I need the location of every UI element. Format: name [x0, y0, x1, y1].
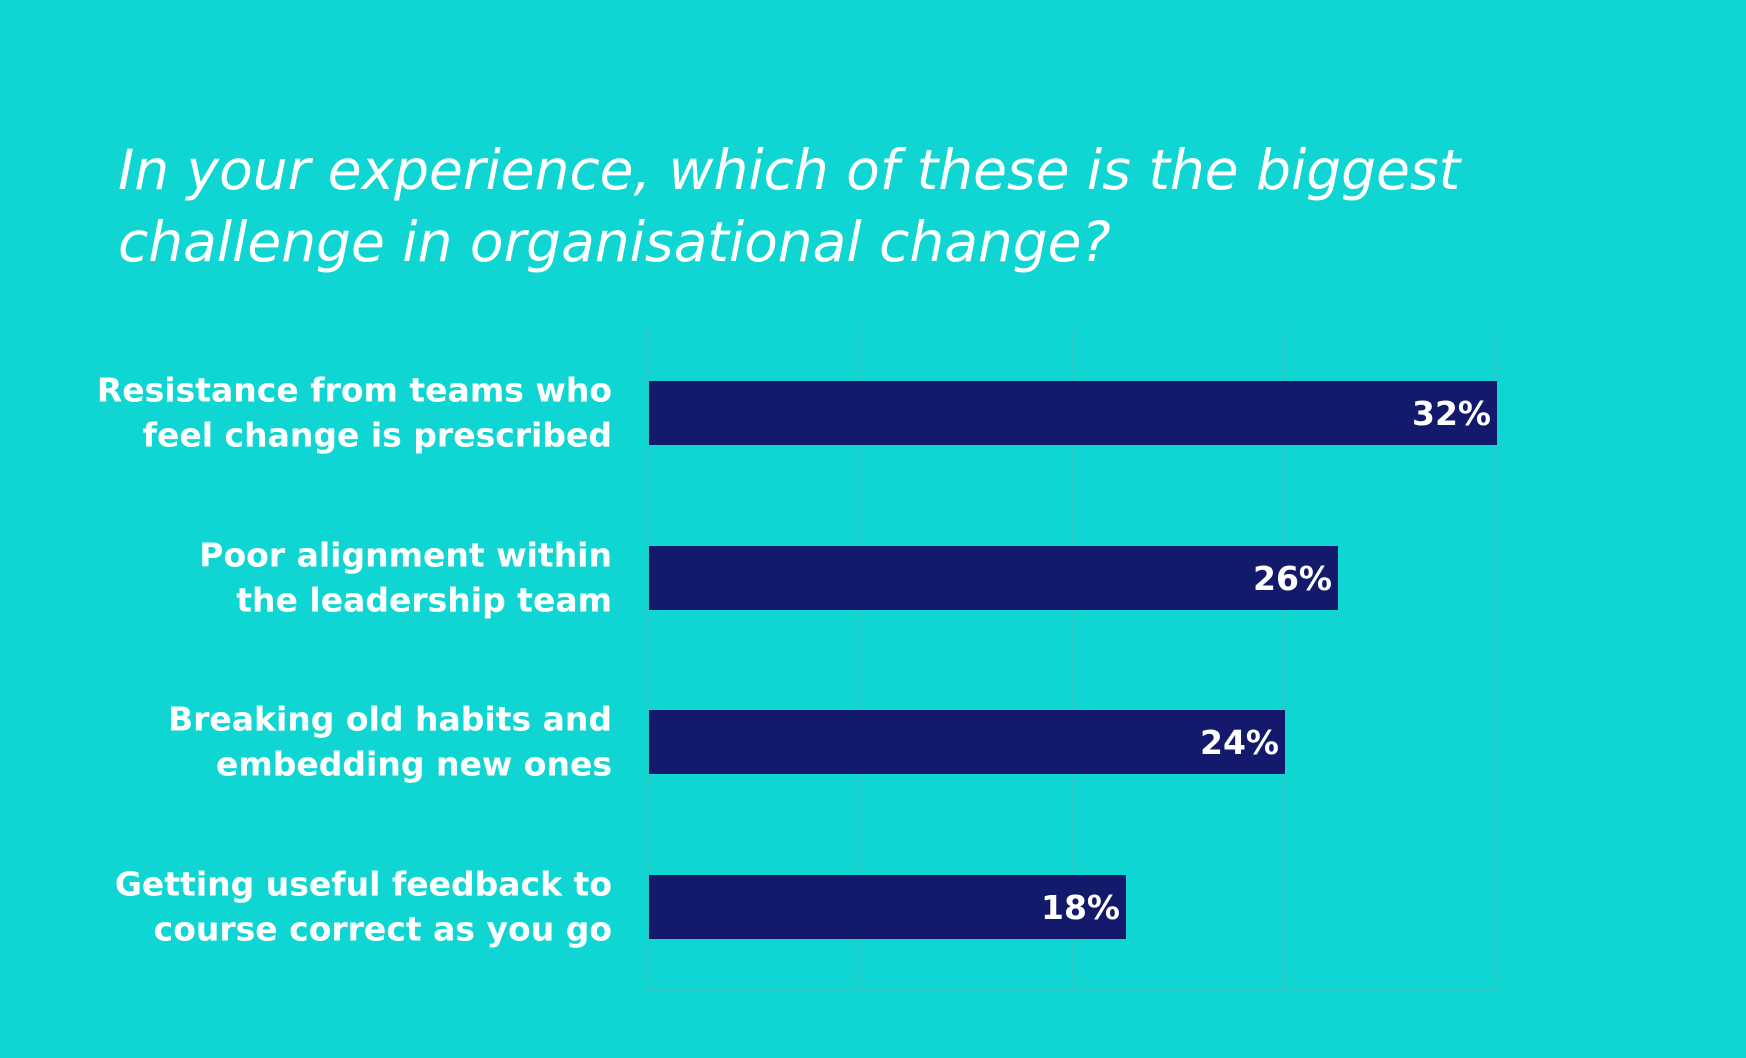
data-label-1: 26%: [1253, 559, 1332, 598]
category-label-2-line-0: Breaking old habits and: [168, 700, 612, 739]
category-label-0: Resistance from teams who feel change is …: [97, 371, 612, 455]
category-label-1-line-0: Poor alignment within: [199, 536, 612, 575]
category-label-2: Breaking old habits and embedding new one…: [168, 700, 612, 784]
category-label-2-line-1: embedding new ones: [216, 745, 612, 784]
data-labels: 32% 26% 24% 18%: [1041, 394, 1491, 927]
category-labels: Resistance from teams who feel change is …: [97, 371, 612, 949]
category-label-0-line-1: feel change is prescribed: [143, 416, 612, 455]
data-label-2: 24%: [1200, 723, 1279, 762]
chart-title: In your experience, which of these is th…: [118, 138, 1461, 274]
bar-3: [649, 875, 1126, 939]
bar-2: [649, 710, 1285, 774]
category-label-3: Getting useful feedback to course correct…: [115, 865, 612, 949]
category-label-3-line-1: course correct as you go: [154, 910, 612, 949]
bar-0: [649, 381, 1497, 445]
category-label-1-line-1: the leadership team: [236, 581, 612, 620]
bar-1: [649, 546, 1338, 610]
data-label-3: 18%: [1041, 888, 1120, 927]
category-label-1: Poor alignment within the leadership team: [199, 536, 612, 620]
category-label-0-line-0: Resistance from teams who: [97, 371, 612, 410]
data-label-0: 32%: [1412, 394, 1491, 433]
bars: [649, 381, 1497, 939]
category-label-3-line-0: Getting useful feedback to: [115, 865, 612, 904]
